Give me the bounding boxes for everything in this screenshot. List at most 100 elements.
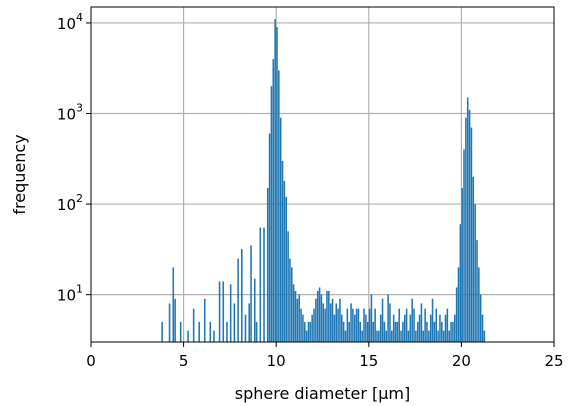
histogram-bar (348, 321, 350, 342)
histogram-bar (352, 308, 354, 342)
histogram-bar (474, 204, 476, 342)
histogram-bar (394, 321, 397, 342)
histogram-bar (283, 180, 286, 342)
histogram-bar (376, 330, 378, 342)
histogram-bar (446, 308, 449, 342)
histogram-bar (372, 321, 375, 342)
histogram-bar (289, 258, 291, 342)
histogram-bar (481, 314, 484, 342)
histogram-bar (439, 314, 441, 342)
histogram-bar (359, 321, 362, 342)
histogram-bar (453, 314, 456, 342)
histogram-bar (457, 267, 460, 342)
histogram-bar (350, 303, 352, 342)
histogram-bar (448, 330, 450, 342)
histogram-bar (391, 330, 393, 342)
histogram-bar (266, 188, 269, 342)
histogram-bar (279, 117, 282, 342)
histogram-bar (353, 314, 356, 342)
histogram-bar (378, 330, 380, 342)
histogram-bar (272, 58, 275, 342)
histogram-bar (444, 314, 447, 342)
histogram-bar (433, 321, 436, 342)
histogram-bar (409, 314, 412, 342)
histogram-bar (303, 321, 306, 342)
histogram-bar (218, 281, 221, 342)
histogram-bar (400, 330, 402, 342)
histogram-bar (322, 303, 325, 342)
histogram-bar (426, 321, 428, 342)
histogram-bar (342, 321, 345, 342)
histogram-bar (315, 298, 317, 342)
y-axis-label: frequency (10, 134, 29, 214)
histogram-bar (187, 330, 189, 342)
histogram-bar (168, 303, 171, 342)
histogram-bar (300, 308, 302, 342)
histogram-bar (274, 19, 276, 343)
histogram-bar (341, 314, 343, 342)
histogram-bar (476, 240, 478, 342)
histogram-bar (422, 330, 425, 342)
x-tick-label: 0 (86, 352, 96, 370)
histogram-bar (416, 321, 419, 342)
histogram-bar (287, 231, 289, 342)
histogram-bar (383, 321, 386, 342)
histogram-bar (333, 314, 336, 342)
histogram-bar (318, 287, 321, 342)
histogram-bar (198, 321, 200, 342)
histogram-bar (396, 321, 399, 342)
histogram-bar (302, 314, 304, 342)
histogram-bar (389, 303, 391, 342)
x-tick-label: 20 (452, 352, 471, 370)
histogram-bar (470, 127, 473, 342)
histogram-bar (437, 330, 439, 342)
histogram-bar (253, 278, 256, 342)
y-tick-label: 104 (57, 11, 83, 33)
histogram-bar (429, 314, 432, 342)
histogram-bar (398, 308, 400, 342)
histogram-bar (172, 267, 175, 342)
histogram-bar (357, 308, 360, 342)
histogram-bar (459, 224, 462, 342)
histogram-bar (431, 298, 434, 342)
histogram-bar (339, 298, 341, 342)
histogram-bar (313, 308, 315, 342)
histogram-bar (309, 321, 312, 342)
histogram-bar (387, 294, 389, 342)
histogram-bar (411, 298, 413, 342)
histogram-bar (420, 303, 423, 342)
histogram-bar (233, 303, 236, 342)
histogram-bar (392, 314, 395, 342)
axis-ticks: 0 5 10 15 20 25 101 102 103 104 (57, 11, 564, 370)
histogram-bar (450, 321, 452, 342)
histogram-bar (415, 330, 417, 342)
histogram-bar (328, 290, 330, 342)
histogram-bar (329, 303, 332, 342)
histogram-bar (368, 308, 371, 342)
histogram-bar (407, 330, 410, 342)
histogram-bar (192, 308, 195, 342)
histogram-bar (244, 314, 247, 342)
histogram-bar (316, 290, 319, 342)
histogram-bar (428, 330, 430, 342)
y-tick-label: 102 (57, 192, 83, 214)
plot-frame (90, 6, 555, 343)
histogram-bar (374, 308, 376, 342)
histogram-bar (435, 308, 438, 342)
histogram-bar (466, 97, 469, 342)
histogram-bar (363, 308, 365, 342)
histogram-bar (346, 308, 349, 342)
histogram-bar (161, 321, 163, 342)
histogram-bar (307, 321, 310, 342)
histogram-bar (355, 308, 358, 342)
histogram-bar (203, 298, 206, 342)
histogram-bar (335, 303, 338, 342)
histogram-bar (292, 284, 295, 342)
y-tick-label: 101 (57, 283, 83, 305)
histogram-bar (424, 308, 426, 342)
histogram-bar (213, 330, 215, 342)
histogram-bar (248, 303, 250, 342)
histogram-bar (468, 109, 471, 342)
histogram-bar (326, 290, 328, 342)
